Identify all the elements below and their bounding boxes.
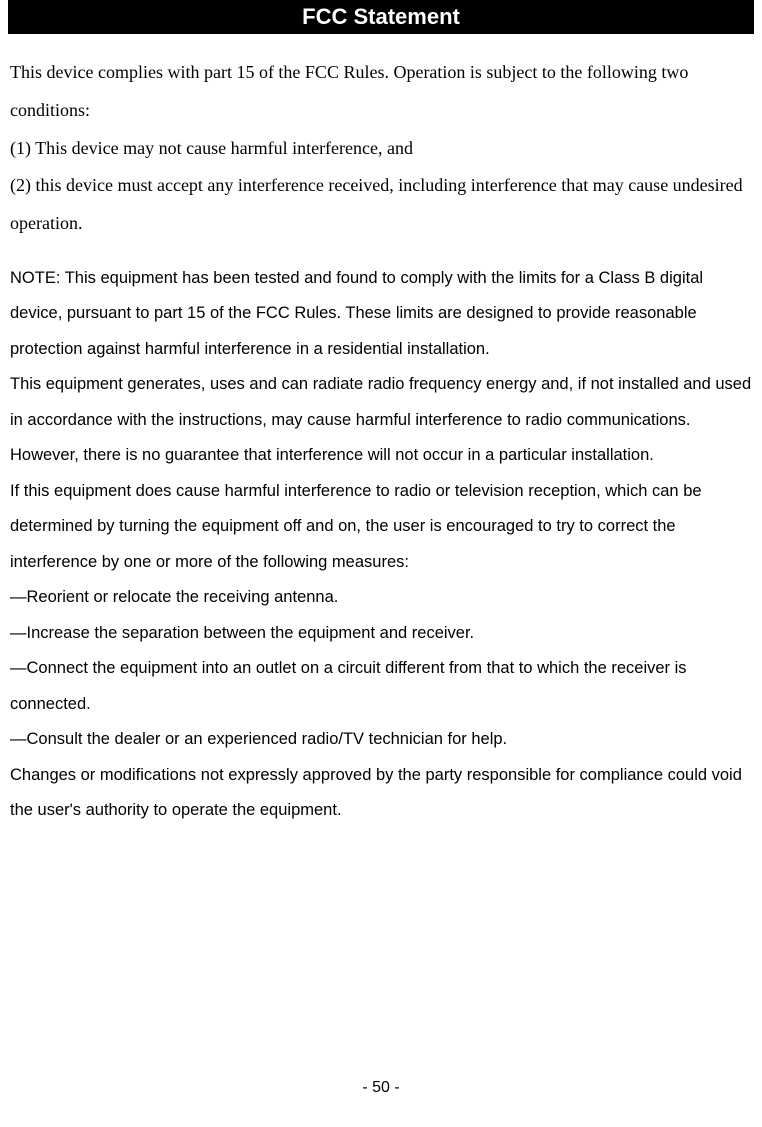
content-area: This device complies with part 15 of the… — [0, 34, 762, 1079]
note-paragraph-2: This equipment generates, uses and can r… — [10, 367, 752, 473]
condition-2: (2) this device must accept any interfer… — [10, 167, 752, 243]
header-title: FCC Statement — [302, 4, 460, 29]
measure-3: —Connect the equipment into an outlet on… — [10, 651, 752, 722]
condition-1: (1) This device may not cause harmful in… — [10, 130, 752, 168]
measure-1: —Reorient or relocate the receiving ante… — [10, 580, 752, 615]
note-paragraph-3: If this equipment does cause harmful int… — [10, 474, 752, 580]
intro-text: This device complies with part 15 of the… — [10, 54, 752, 130]
document-page: FCC Statement This device complies with … — [0, 0, 762, 1127]
section-spacer — [10, 243, 752, 261]
page-footer: - 50 - — [0, 1079, 762, 1127]
note-paragraph-1: NOTE: This equipment has been tested and… — [10, 261, 752, 367]
compliance-section: This device complies with part 15 of the… — [10, 54, 752, 243]
header-title-bar: FCC Statement — [8, 0, 754, 34]
measure-2: —Increase the separation between the equ… — [10, 616, 752, 651]
changes-text: Changes or modifications not expressly a… — [10, 758, 752, 829]
page-number: - 50 - — [362, 1079, 399, 1096]
note-section: NOTE: This equipment has been tested and… — [10, 261, 752, 829]
measure-4: —Consult the dealer or an experienced ra… — [10, 722, 752, 757]
